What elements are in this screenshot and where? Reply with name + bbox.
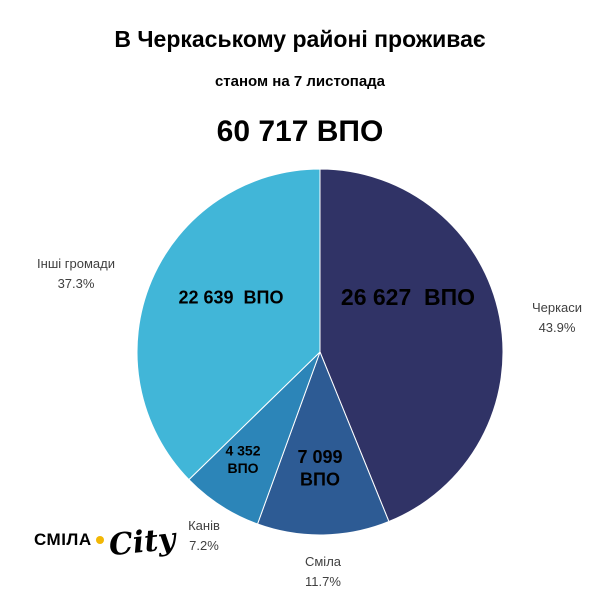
slice-value-label-1: 7 099 ВПО [297, 447, 342, 490]
slice-category-label-0: Черкаси [532, 300, 582, 315]
chart-subtitle: станом на 7 листопада [214, 73, 386, 90]
pie-slice-3 [136, 168, 321, 481]
logo-text: СМІЛА [34, 530, 92, 549]
slice-category-label-2: Канів [188, 518, 220, 533]
slice-value-label-0: 26 627 ВПО [341, 284, 475, 310]
slice-percent-label-3: 37.3% [58, 276, 95, 291]
smila-city-logo: СМІЛА City [34, 520, 177, 563]
slice-value-label-3: 22 639 ВПО [179, 287, 284, 307]
total-count: 60 717 ВПО [216, 115, 384, 148]
slice-percent-label-2: 7.2% [189, 538, 219, 553]
pie-slice-1 [256, 350, 390, 536]
slice-percent-label-0: 43.9% [539, 320, 576, 335]
chart-title: В Черкаському районі проживає [114, 26, 486, 52]
slice-value-label-2: 4 352 ВПО [225, 442, 260, 476]
slice-percent-label-1: 11.7% [305, 574, 341, 589]
logo-dot-icon [95, 536, 104, 544]
pie-slice-0 [319, 168, 504, 523]
slice-category-label-1: Сміла [305, 554, 342, 569]
slice-category-label-3: Інші громади [37, 256, 115, 271]
logo-city-text: City [107, 521, 177, 563]
